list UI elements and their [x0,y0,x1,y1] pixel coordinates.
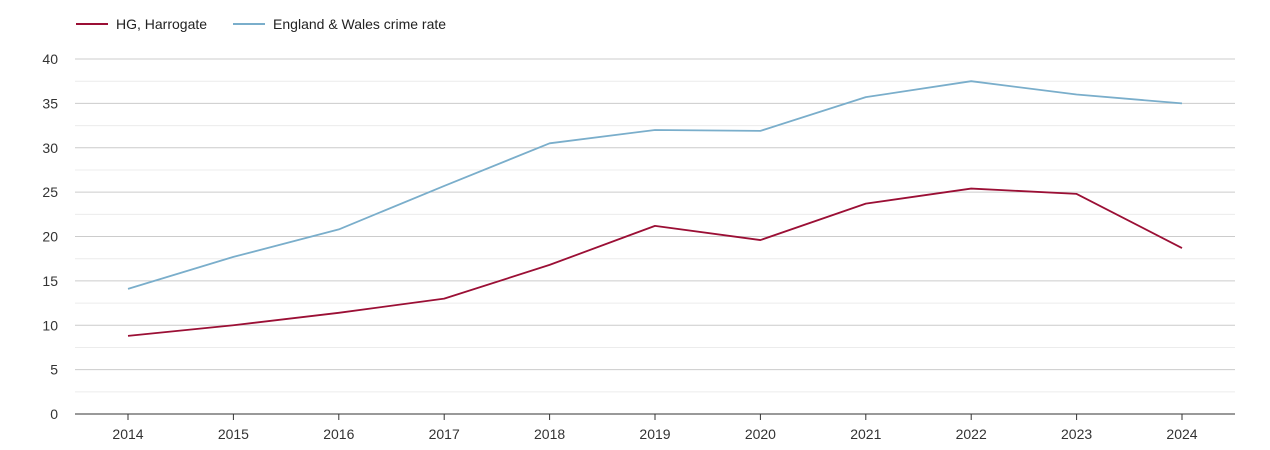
x-tick-label: 2018 [534,426,565,442]
x-tick-label: 2021 [850,426,881,442]
legend-label-harrogate: HG, Harrogate [116,16,208,32]
grid-lines [75,58,1235,415]
y-tick-label: 5 [50,362,58,378]
chart-legend: HG, Harrogate England & Wales crime rate [76,16,446,32]
legend-item-england-wales[interactable]: England & Wales crime rate [233,16,446,32]
y-tick-label: 15 [42,273,58,289]
x-tick-label: 2023 [1061,426,1092,442]
legend-swatch-england-wales [233,23,266,25]
legend-label-england-wales: England & Wales crime rate [273,16,447,32]
series-line-1[interactable] [127,80,1183,290]
series-lines [127,80,1183,337]
x-tick-label: 2016 [323,426,354,442]
y-tick-label: 25 [42,184,58,200]
y-tick-label: 40 [42,51,58,67]
series-line-0[interactable] [127,187,1183,337]
x-tick-label: 2022 [956,426,987,442]
y-axis-ticks: 0 5 10 15 20 25 30 35 40 [42,51,58,422]
x-tick-label: 2017 [429,426,460,442]
legend-swatch-harrogate [76,23,108,25]
y-tick-label: 35 [42,95,58,111]
x-tick-label: 2015 [218,426,249,442]
y-tick-label: 30 [42,140,58,156]
y-tick-label: 0 [50,406,58,422]
y-tick-label: 20 [42,229,58,245]
x-tick-label: 2020 [745,426,776,442]
y-tick-label: 10 [42,317,58,333]
x-axis-ticks: 2014 2015 2016 2017 2018 2019 2020 2021 2022 2023… [112,414,1198,442]
x-tick-label: 2014 [112,426,143,442]
legend-item-harrogate[interactable]: HG, Harrogate [76,16,207,32]
x-tick-label: 2019 [639,426,670,442]
x-tick-label: 2024 [1166,426,1197,442]
